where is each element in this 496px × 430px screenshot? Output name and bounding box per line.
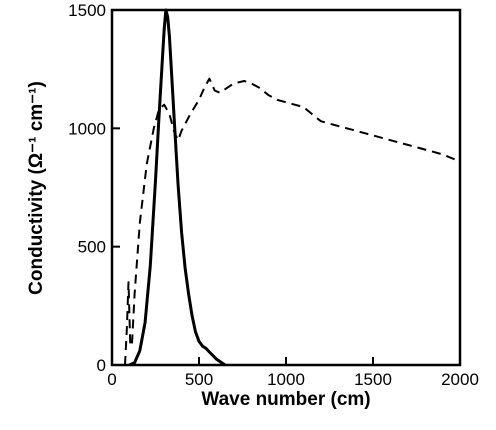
- series-group: [124, 8, 461, 367]
- x-tick-label: 1000: [267, 370, 305, 389]
- y-tick-label: 500: [78, 238, 106, 257]
- plot-frame: [110, 8, 462, 367]
- y-tick-label: 1500: [68, 1, 106, 20]
- y-tick-label: 0: [97, 356, 106, 375]
- x-tick-label: 500: [185, 370, 213, 389]
- tick-labels: 0 500 1000 1500 2000 0 500 1000 1500: [68, 1, 479, 389]
- axis-ticks: [111, 9, 461, 366]
- dashed-series-line: [124, 77, 461, 366]
- y-tick-label: 1000: [68, 119, 106, 138]
- x-tick-label: 0: [107, 370, 116, 389]
- x-tick-label: 2000: [441, 370, 479, 389]
- x-tick-label: 1500: [354, 370, 392, 389]
- x-axis-title: Wave number (cm): [201, 389, 370, 410]
- solid-series-line: [128, 8, 226, 367]
- y-axis-title: Conductivity (Ω⁻¹ cm⁻¹): [26, 81, 47, 295]
